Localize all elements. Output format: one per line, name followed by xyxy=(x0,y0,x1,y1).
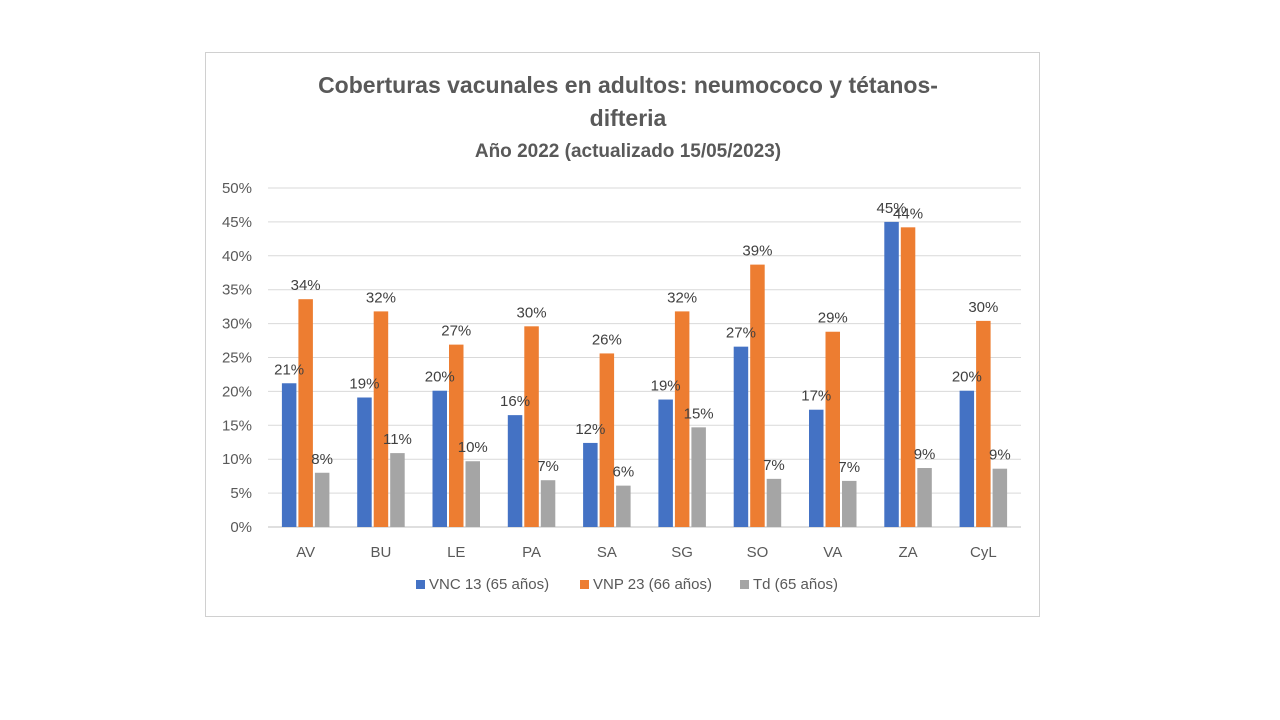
y-tick-label: 30% xyxy=(222,316,252,333)
bar xyxy=(524,326,539,527)
y-tick-label: 10% xyxy=(222,451,252,468)
bar xyxy=(976,320,991,527)
data-label: 6% xyxy=(613,464,635,481)
x-tick-label: SG xyxy=(671,544,693,561)
bar xyxy=(992,468,1008,527)
y-tick-label: 5% xyxy=(230,485,252,502)
bar xyxy=(691,427,706,527)
bars xyxy=(281,221,1008,527)
bar xyxy=(432,390,447,527)
y-tick-label: 25% xyxy=(222,350,252,367)
bar xyxy=(750,264,765,527)
data-label: 9% xyxy=(914,446,936,463)
bar xyxy=(616,485,631,527)
data-label: 19% xyxy=(651,378,681,395)
bar xyxy=(884,221,899,527)
legend: VNC 13 (65 años) VNP 23 (66 años) Td (65 a… xyxy=(416,576,838,593)
data-label: 16% xyxy=(500,393,530,410)
bar xyxy=(733,346,749,527)
data-label: 20% xyxy=(952,369,982,386)
x-tick-label: PA xyxy=(522,544,541,561)
data-label: 45% xyxy=(877,200,907,217)
legend-swatch xyxy=(740,580,749,589)
bar xyxy=(314,472,330,527)
data-label: 11% xyxy=(383,431,412,448)
data-label: 26% xyxy=(592,331,622,348)
bar xyxy=(674,311,690,527)
data-label: 39% xyxy=(742,243,772,260)
bar xyxy=(825,331,840,527)
bar xyxy=(599,353,615,527)
data-label: 44% xyxy=(893,205,923,222)
bar xyxy=(658,399,673,527)
data-label: 30% xyxy=(517,304,547,321)
data-label: 12% xyxy=(575,421,605,438)
data-label: 7% xyxy=(537,458,559,475)
legend-label: VNC 13 (65 años) xyxy=(429,576,549,593)
x-tick-label: SO xyxy=(747,544,769,561)
bar xyxy=(465,461,480,527)
x-tick-label: ZA xyxy=(898,544,917,561)
bar xyxy=(583,442,598,527)
x-tick-label: LE xyxy=(447,544,465,561)
chart-title-line2: difteria xyxy=(590,105,667,131)
y-tick-label: 40% xyxy=(222,248,252,265)
x-tick-label: SA xyxy=(597,544,617,561)
data-label: 30% xyxy=(968,299,998,316)
legend-swatch xyxy=(580,580,589,589)
data-label: 10% xyxy=(458,439,488,456)
data-label: 27% xyxy=(441,323,471,340)
data-label: 19% xyxy=(349,376,379,393)
y-tick-label: 50% xyxy=(222,180,252,197)
bar xyxy=(959,390,975,527)
chart-subtitle: Año 2022 (actualizado 15/05/2023) xyxy=(475,141,781,162)
y-axis: 0% 5% 10% 15% 20% 25% 30% 35% 40% 45% 50% xyxy=(222,180,252,536)
legend-label: Td (65 años) xyxy=(753,576,838,593)
data-labels: 21% 34% 8% 19% 32% 11% 20% 27% 10% 16% 30% 7% 12% 26%… xyxy=(274,200,1011,481)
bar xyxy=(842,480,857,527)
bar xyxy=(540,480,556,527)
x-tick-label: AV xyxy=(296,544,315,561)
legend-label: VNP 23 (66 años) xyxy=(593,576,712,593)
bar xyxy=(373,311,389,527)
bar xyxy=(390,453,405,527)
data-label: 27% xyxy=(726,325,756,342)
data-label: 7% xyxy=(763,457,785,474)
data-label: 32% xyxy=(667,289,697,306)
data-label: 34% xyxy=(291,277,321,294)
chart-area: Coberturas vacunales en adultos: neumoco… xyxy=(205,52,1040,617)
data-label: 20% xyxy=(425,369,455,386)
bar xyxy=(449,344,464,527)
data-label: 21% xyxy=(274,361,304,378)
bar xyxy=(357,397,372,527)
x-axis: AV BU LE PA SA SG SO VA ZA CyL xyxy=(296,544,996,561)
y-tick-label: 45% xyxy=(222,214,252,231)
y-tick-label: 35% xyxy=(222,282,252,299)
data-label: 29% xyxy=(818,310,848,327)
data-label: 15% xyxy=(684,405,714,422)
bar xyxy=(917,468,932,527)
bar xyxy=(281,383,297,527)
data-label: 17% xyxy=(801,388,831,405)
legend-swatch xyxy=(416,580,425,589)
x-tick-label: BU xyxy=(371,544,392,561)
bar xyxy=(809,409,824,527)
data-label: 9% xyxy=(989,447,1011,464)
data-label: 7% xyxy=(838,459,860,476)
bar xyxy=(900,227,916,527)
bar xyxy=(766,478,782,527)
y-tick-label: 15% xyxy=(222,417,252,434)
bar-chart: Coberturas vacunales en adultos: neumoco… xyxy=(222,72,1021,593)
bar xyxy=(298,299,313,527)
bar xyxy=(507,415,523,527)
y-tick-label: 20% xyxy=(222,383,252,400)
chart-title-line1: Coberturas vacunales en adultos: neumoco… xyxy=(318,72,938,98)
data-label: 32% xyxy=(366,289,396,306)
x-tick-label: CyL xyxy=(970,544,997,561)
y-tick-label: 0% xyxy=(230,519,252,536)
data-label: 8% xyxy=(311,451,333,468)
x-tick-label: VA xyxy=(823,544,842,561)
